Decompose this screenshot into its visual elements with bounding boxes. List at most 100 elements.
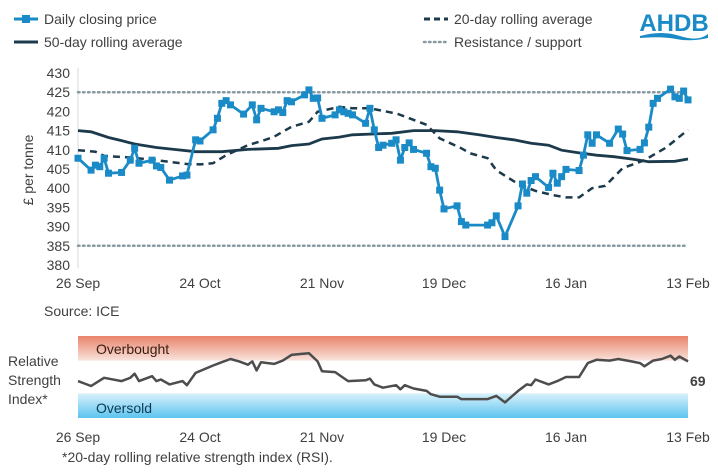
price-point <box>684 96 692 104</box>
legend-label-20day: 20-day rolling average <box>454 11 593 27</box>
price-point <box>488 219 496 227</box>
price-point <box>423 149 431 157</box>
price-chart: £ per tonne 430 425 420 415 410 405 400 395 390 3… <box>20 65 710 319</box>
x-tick-label: 24 Oct <box>179 429 220 445</box>
y-tick-label: 395 <box>47 199 71 215</box>
price-point <box>492 212 500 220</box>
price-point <box>431 164 439 172</box>
price-point <box>457 218 465 226</box>
rsi-last-value: 69 <box>690 373 706 389</box>
x-tick-label: 19 Dec <box>422 275 466 291</box>
price-point <box>405 139 413 147</box>
price-point <box>227 101 234 109</box>
price-point <box>549 169 557 177</box>
legend-item-20day: 20-day rolling average <box>424 11 593 27</box>
price-point <box>314 94 322 102</box>
y-tick-label: 385 <box>47 238 71 254</box>
y-axis-label: £ per tonne <box>20 134 36 205</box>
price-point <box>87 166 95 174</box>
legend-label-50day: 50-day rolling average <box>44 34 183 50</box>
x-tick-label: 19 Dec <box>422 429 466 445</box>
y-tick-label: 380 <box>47 257 71 273</box>
legend-marker-square <box>22 15 30 23</box>
legend-item-levels: Resistance / support <box>422 34 582 50</box>
x-tick-label: 16 Jan <box>545 429 587 445</box>
price-point <box>514 202 522 210</box>
price-point <box>366 104 374 112</box>
x-tick-label: 26 Sep <box>56 429 101 445</box>
price-point <box>118 168 126 176</box>
legend-label-levels: Resistance / support <box>454 34 582 50</box>
legend-item-50day: 50-day rolling average <box>14 34 183 50</box>
legend-label-price: Daily closing price <box>44 11 157 27</box>
price-point <box>462 221 470 229</box>
price-point <box>671 93 679 101</box>
price-point <box>379 141 387 149</box>
price-point <box>179 172 187 180</box>
y-tick-label: 425 <box>47 84 71 100</box>
series-20day-line <box>77 105 689 199</box>
legend: Daily closing price 20-day rolling avera… <box>14 11 593 50</box>
logo-text: AHDB <box>639 10 708 37</box>
price-point <box>675 94 683 102</box>
price-point <box>453 202 461 210</box>
price-point <box>575 167 583 175</box>
price-point <box>253 116 261 124</box>
price-point <box>148 156 156 164</box>
resistance-support-lines <box>76 90 690 248</box>
price-point <box>558 173 566 181</box>
price-point <box>288 98 295 106</box>
price-point <box>105 169 112 177</box>
price-point <box>645 123 653 131</box>
price-point <box>192 136 200 144</box>
price-point <box>654 94 661 102</box>
legend-item-daily-price: Daily closing price <box>14 11 157 27</box>
price-point <box>152 162 160 170</box>
price-point <box>436 186 444 194</box>
price-point <box>318 114 326 122</box>
price-point <box>527 177 535 185</box>
price-point <box>270 108 278 116</box>
price-point <box>667 85 675 93</box>
rsi-footnote: *20-day rolling relative strength index … <box>62 449 333 465</box>
price-point <box>562 165 570 173</box>
y-tick-label: 405 <box>47 161 71 177</box>
price-point <box>649 99 657 107</box>
y-tick-label: 390 <box>47 219 71 235</box>
price-point <box>401 143 409 151</box>
price-point <box>501 233 509 241</box>
price-point <box>91 161 99 169</box>
price-markers <box>74 85 692 241</box>
price-point <box>579 151 587 159</box>
price-point <box>96 163 104 171</box>
price-point <box>588 139 596 147</box>
price-point <box>74 154 82 162</box>
x-tick-label: 13 Feb <box>666 275 710 291</box>
overbought-band <box>78 336 688 361</box>
price-point <box>518 180 526 188</box>
price-point <box>213 114 221 122</box>
price-point <box>545 183 553 191</box>
price-point <box>362 119 370 127</box>
price-point <box>166 176 173 184</box>
price-point <box>523 189 531 197</box>
price-point <box>392 136 400 144</box>
x-tick-label: 26 Sep <box>56 275 101 291</box>
logo-wave <box>640 33 708 41</box>
x-tick-labels-rsi: 26 Sep 24 Oct 21 Nov 19 Dec 16 Jan 13 Feb <box>56 429 710 445</box>
x-tick-label: 16 Jan <box>545 275 587 291</box>
price-point <box>680 87 688 95</box>
price-point <box>440 205 448 213</box>
price-point <box>335 106 343 114</box>
price-point <box>240 110 248 118</box>
y-tick-label: 410 <box>47 142 71 158</box>
x-tick-label: 13 Feb <box>666 429 710 445</box>
ahdb-logo: AHDB <box>639 10 709 41</box>
price-point <box>331 111 339 119</box>
x-tick-label: 21 Nov <box>300 429 344 445</box>
price-point <box>100 154 108 162</box>
y-tick-label: 420 <box>47 103 71 119</box>
price-point <box>283 97 291 105</box>
y-tick-labels: 430 425 420 415 410 405 400 395 390 385 380 <box>47 65 71 273</box>
price-point <box>484 221 492 229</box>
